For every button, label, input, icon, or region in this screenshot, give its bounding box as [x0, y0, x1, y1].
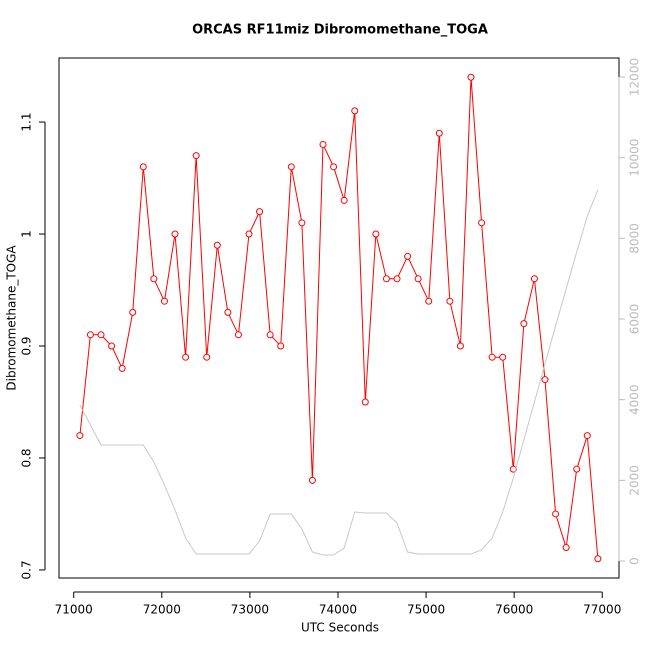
y2-tick-label: 8000 [628, 223, 642, 254]
data-point [456, 342, 464, 350]
data-point [467, 73, 475, 81]
data-point [160, 297, 168, 305]
data-point [425, 297, 433, 305]
data-point [552, 510, 560, 518]
y-axis-label: Dibromomethane_TOGA [5, 245, 19, 391]
data-point [361, 398, 369, 406]
data-point [118, 364, 126, 372]
data-point [182, 353, 190, 361]
data-point [224, 308, 232, 316]
data-point [562, 544, 570, 552]
x-tick-label: 75000 [407, 603, 445, 617]
data-point [76, 432, 84, 440]
y-tick-label: 0.7 [20, 560, 34, 579]
data-point [372, 230, 380, 238]
data-point [203, 353, 211, 361]
data-point [573, 465, 581, 473]
data-point [287, 163, 295, 171]
data-point [171, 230, 179, 238]
data-point [86, 331, 94, 339]
y2-tick-label: 6000 [628, 304, 642, 335]
data-point [308, 476, 316, 484]
data-point [404, 252, 412, 260]
x-axis-label: UTC Seconds [301, 621, 379, 635]
data-point [530, 275, 538, 283]
data-point [245, 230, 253, 238]
chart-title: ORCAS RF11miz Dibromomethane_TOGA [192, 23, 488, 38]
data-point [446, 297, 454, 305]
data-point [150, 275, 158, 283]
data-point [478, 219, 486, 227]
data-point [97, 331, 105, 339]
data-point [509, 465, 517, 473]
y-tick-label: 0.8 [20, 448, 34, 467]
data-point [298, 219, 306, 227]
data-point [213, 241, 221, 249]
data-point [330, 163, 338, 171]
data-point [108, 342, 116, 350]
y2-tick-label: 0 [628, 557, 642, 565]
data-point [541, 376, 549, 384]
data-point [594, 555, 602, 563]
data-point [129, 308, 137, 316]
y2-tick-label: 10000 [628, 139, 642, 177]
data-point [382, 275, 390, 283]
x-tick-label: 76000 [495, 603, 533, 617]
y-tick-label: 1 [20, 230, 34, 238]
data-point [234, 331, 242, 339]
x-tick-label: 77000 [583, 603, 621, 617]
plot-box [58, 57, 620, 579]
data-point [435, 129, 443, 137]
x-tick-label: 73000 [231, 603, 269, 617]
y2-tick-label: 2000 [628, 465, 642, 496]
data-point [340, 196, 348, 204]
data-point [520, 320, 528, 328]
data-point [277, 342, 285, 350]
x-tick-label: 74000 [319, 603, 357, 617]
data-point [583, 432, 591, 440]
y2-tick-label: 4000 [628, 384, 642, 415]
x-tick-label: 72000 [143, 603, 181, 617]
data-point [488, 353, 496, 361]
x-tick-label: 71000 [55, 603, 93, 617]
data-point [414, 275, 422, 283]
data-point [192, 152, 200, 160]
series-line [79, 189, 599, 556]
data-point [139, 163, 147, 171]
series-line [79, 77, 599, 559]
data-point [499, 353, 507, 361]
y-tick-label: 0.9 [20, 336, 34, 355]
data-point [266, 331, 274, 339]
data-point [393, 275, 401, 283]
data-point [256, 208, 264, 216]
y2-tick-label: 12000 [628, 58, 642, 96]
data-point [319, 140, 327, 148]
data-point [351, 107, 359, 115]
y-tick-label: 1.1 [20, 113, 34, 132]
